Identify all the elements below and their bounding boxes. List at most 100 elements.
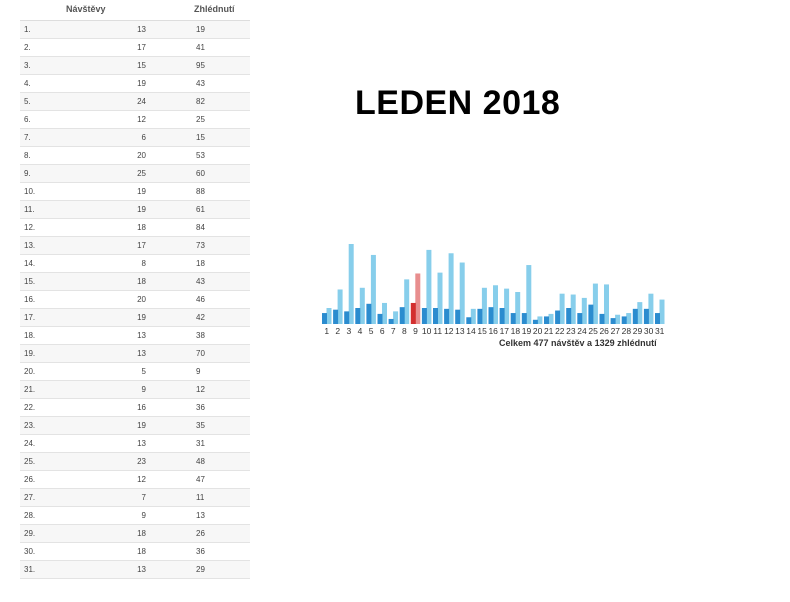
views-cell: 13 [196,511,205,520]
bar-views [382,302,387,324]
bar-visits [410,302,416,324]
views-cell: 43 [196,277,205,286]
x-tick-label: 30 [644,326,654,336]
day-cell: 31. [24,565,36,574]
bar-views [515,292,521,324]
bar-views [404,279,410,324]
bar-views [659,299,665,324]
table-body: 1. 13 19 2. 17 41 3. 15 95 4. 19 43 5. 24 82 6. 12 25 7. 6 1… [20,21,250,579]
views-cell: 48 [196,457,205,466]
visits-cell: 18 [137,547,146,556]
day-cell: 24. [24,439,36,448]
visits-cell: 13 [137,349,146,358]
visits-cell: 9 [141,385,146,394]
bar-views [359,287,365,324]
views-cell: 18 [196,259,205,268]
x-tick-label: 23 [566,326,576,336]
bar-visits [643,308,649,324]
x-tick-label: 20 [533,326,543,336]
x-tick-label: 16 [488,326,498,336]
day-cell: 3. [24,61,31,70]
day-cell: 2. [24,43,31,52]
day-cell: 28. [24,511,36,520]
bar-views [604,284,609,324]
x-tick-label: 5 [369,326,374,336]
visits-cell: 24 [137,97,146,106]
x-tick-label: 21 [544,326,554,336]
x-tick-label: 1 [324,326,329,336]
table-row: 2. 17 41 [20,39,250,57]
day-cell: 6. [24,115,31,124]
x-tick-label: 6 [380,326,385,336]
day-cell: 14. [24,259,36,268]
visits-cell: 18 [137,529,146,538]
visits-cell: 9 [141,511,146,520]
table-row: 7. 6 15 [20,129,250,147]
bar-views [448,253,454,324]
views-cell: 36 [196,547,205,556]
chart-caption: Celkem 477 návštěv a 1329 zhlédnutí [499,338,657,348]
day-cell: 12. [24,223,36,232]
views-cell: 15 [196,133,205,142]
x-tick-label: 8 [402,326,407,336]
day-cell: 27. [24,493,36,502]
table-row: 1. 13 19 [20,21,250,39]
bar-views [470,308,476,324]
day-cell: 1. [24,25,31,34]
day-cell: 13. [24,241,36,250]
bar-visits [399,307,405,324]
bar-views [648,293,654,324]
visits-cell: 19 [137,187,146,196]
table-row: 12. 18 84 [20,219,250,237]
table-row: 25. 23 48 [20,453,250,471]
table-row: 17. 19 42 [20,309,250,327]
bar-views [393,311,399,324]
bar-views [426,249,432,324]
bar-visits [621,316,627,324]
bar-views [459,262,465,324]
visits-cell: 16 [137,403,146,412]
day-cell: 25. [24,457,36,466]
table-row: 5. 24 82 [20,93,250,111]
day-cell: 16. [24,295,36,304]
bar-views [559,293,565,324]
x-tick-label: 7 [391,326,396,336]
bar-visits [466,317,472,324]
bar-visits [477,308,483,324]
visits-cell: 23 [137,457,146,466]
views-cell: 61 [196,205,205,214]
day-cell: 18. [24,331,36,340]
views-cell: 73 [196,241,205,250]
x-tick-label: 22 [555,326,565,336]
bar-visits [599,313,605,324]
views-cell: 88 [196,187,205,196]
bar-visits [632,308,638,324]
bar-visits [577,313,583,324]
visits-cell: 7 [141,493,146,502]
table-row: 20. 5 9 [20,363,250,381]
bar-views [581,297,587,324]
views-cell: 41 [196,43,205,52]
bar-views [481,287,487,324]
visits-cell: 18 [137,277,146,286]
page-title: LEDEN 2018 [355,84,561,122]
visits-cell: 6 [141,133,146,142]
visits-cell: 19 [137,313,146,322]
day-cell: 21. [24,385,36,394]
bar-visits [555,310,561,324]
table-row: 27. 7 11 [20,489,250,507]
day-cell: 22. [24,403,36,412]
bar-views [592,283,598,324]
bar-views [415,273,421,324]
bar-visits [510,313,516,324]
table-row: 4. 19 43 [20,75,250,93]
views-cell: 25 [196,115,205,124]
x-tick-label: 14 [466,326,476,336]
table-row: 14. 8 18 [20,255,250,273]
x-tick-label: 12 [444,326,454,336]
views-cell: 70 [196,349,205,358]
visits-cell: 20 [137,295,146,304]
bar-views [326,308,332,324]
bar-views [370,254,376,324]
day-cell: 23. [24,421,36,430]
